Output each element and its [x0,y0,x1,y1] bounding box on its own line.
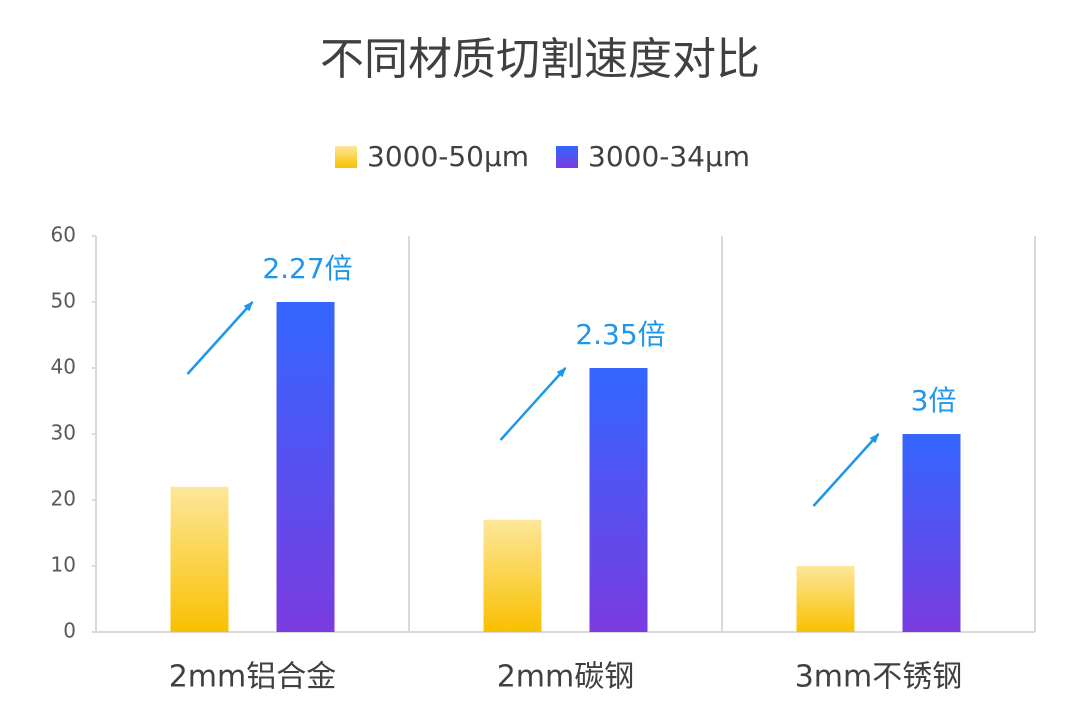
legend-swatch [335,146,357,168]
y-tick-label: 50 [51,289,76,313]
annotation: 2.27倍 [262,252,352,285]
bar [589,368,648,632]
annotation-arrow [186,301,254,375]
bar [483,519,542,632]
bar [796,566,855,632]
bar [170,486,229,632]
y-tick-label: 0 [63,619,76,643]
bar [902,434,961,632]
y-tick-label: 30 [51,421,76,445]
x-tick-label: 2mm铝合金 [169,660,337,695]
y-tick-label: 60 [51,223,76,247]
annotation-arrow [812,433,880,507]
x-tick-label: 2mm碳钢 [497,660,635,695]
chart-title: 不同材质切割速度对比 [320,34,760,85]
y-tick-label: 10 [51,553,76,577]
annotation-arrow [499,367,567,441]
y-tick-label: 40 [51,355,76,379]
annotation: 3倍 [911,384,957,417]
legend-label: 3000-34μm [588,140,750,173]
bar [276,302,335,632]
annotation: 2.35倍 [575,318,665,351]
legend-label: 3000-50μm [367,140,529,173]
legend-swatch [556,146,578,168]
x-tick-label: 3mm不锈钢 [795,660,963,695]
y-tick-label: 20 [51,487,76,511]
